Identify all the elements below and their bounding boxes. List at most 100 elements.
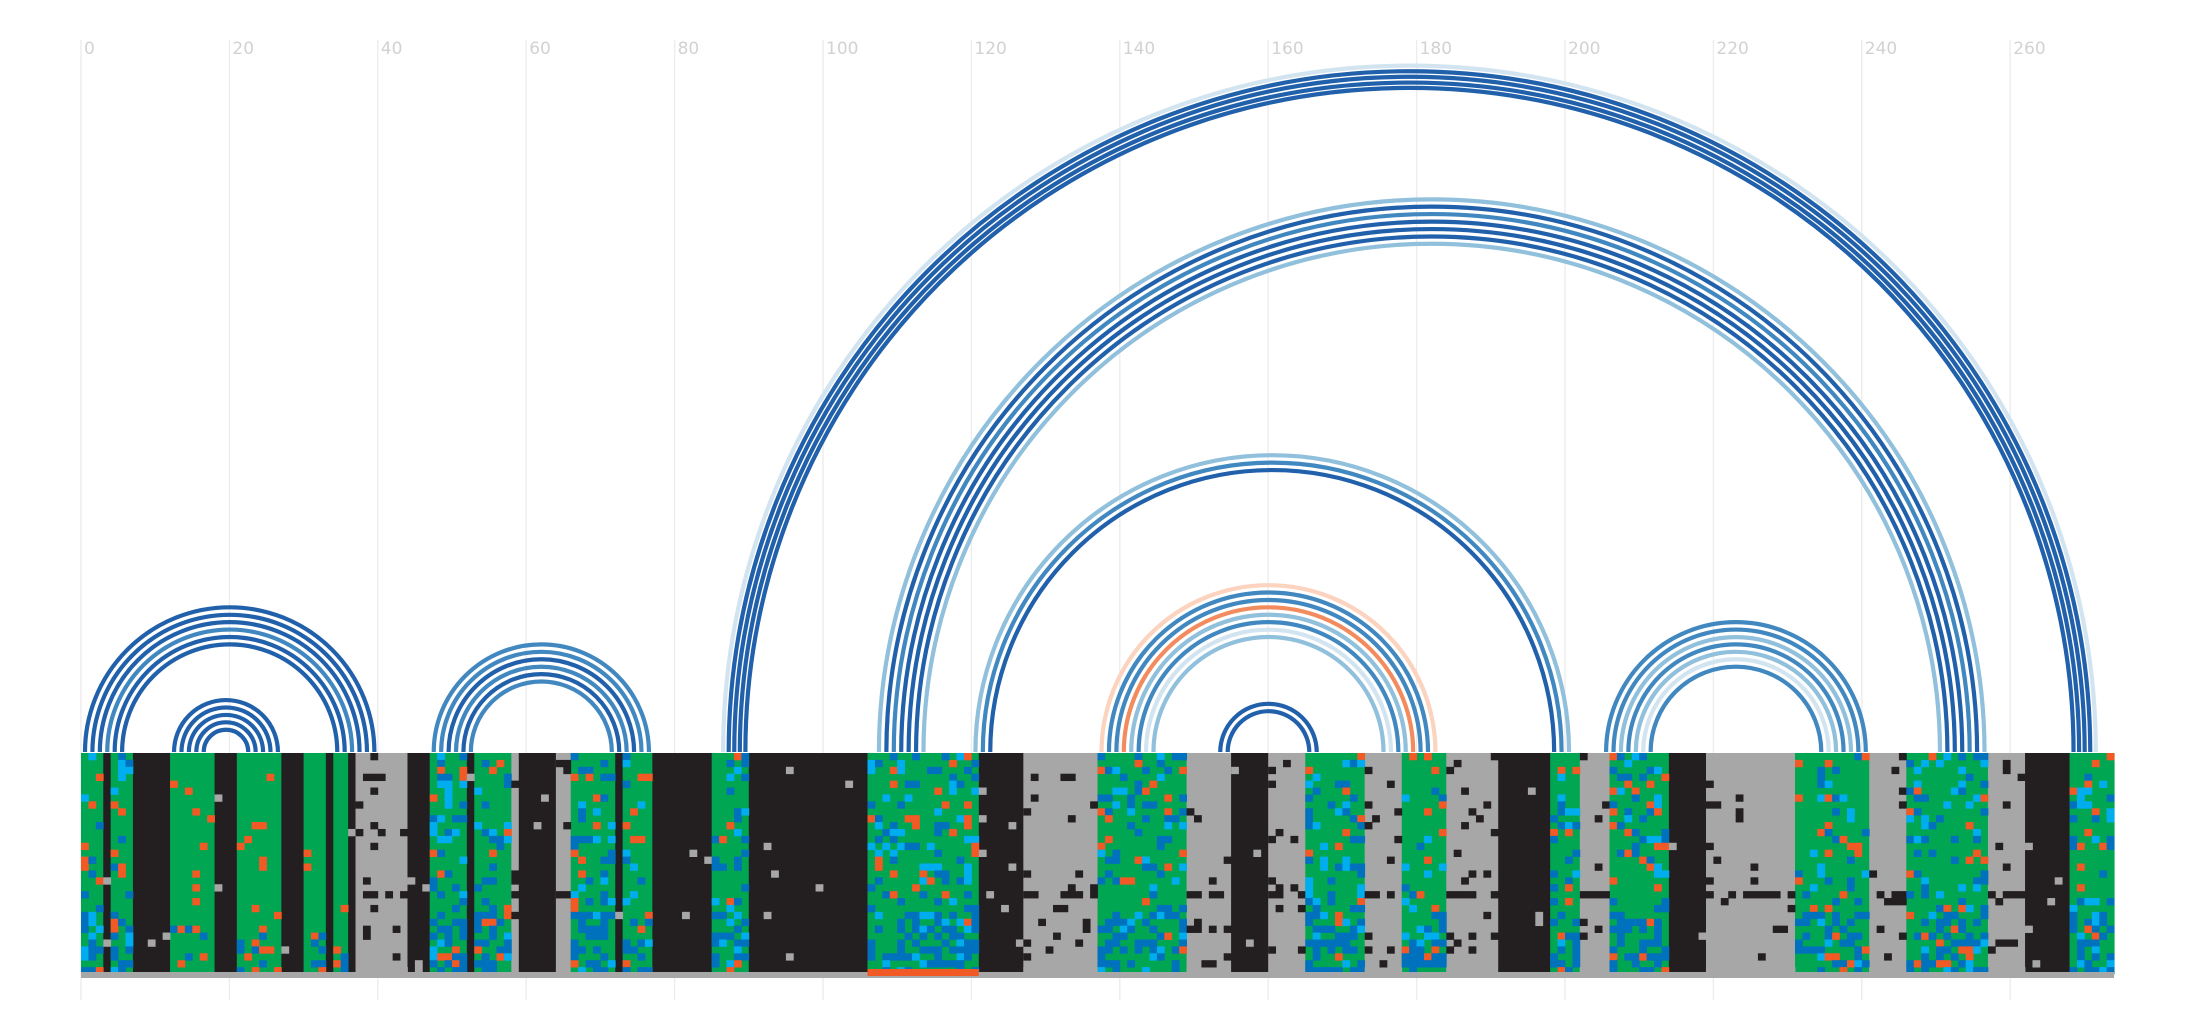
alignment-cell [489, 911, 497, 920]
alignment-cell [934, 946, 943, 954]
alignment-cell [1809, 946, 1818, 954]
alignment-cell [949, 759, 957, 768]
alignment-cell [340, 967, 349, 975]
alignment-cell [600, 898, 609, 906]
alignment-cell [236, 842, 245, 851]
alignment-cell [949, 828, 957, 837]
alignment-cell [1631, 918, 1640, 927]
alignment-cell [1609, 753, 1618, 761]
alignment-cell [466, 773, 475, 782]
alignment-cell [897, 918, 906, 927]
alignment-cell [1639, 967, 1648, 975]
alignment-cell [1312, 953, 1321, 961]
alignment-cell [192, 870, 201, 878]
alignment-cell [1268, 780, 1277, 788]
alignment-cell [1431, 953, 1440, 961]
alignment-cell [741, 884, 750, 892]
alignment-cell [1015, 939, 1024, 947]
alignment-cell [110, 946, 119, 954]
alignment-cell [1334, 911, 1343, 920]
alignment-cell [1127, 808, 1136, 816]
alignment-cell [1824, 780, 1833, 788]
alignment-cell [1958, 753, 1967, 761]
alignment-cell [1334, 953, 1343, 961]
alignment-cell [377, 773, 386, 782]
alignment-cell [897, 953, 906, 961]
alignment-cell [1268, 877, 1277, 885]
alignment-cell [904, 842, 913, 851]
alignment-cell [370, 967, 379, 975]
alignment-cell [259, 960, 267, 968]
alignment-cell [533, 822, 542, 830]
alignment-cell [1795, 870, 1803, 878]
arc-helix-1-pair-1 [82, 605, 377, 753]
alignment-cell [941, 939, 950, 947]
alignment-cell [1357, 884, 1366, 892]
alignment-cell [125, 925, 134, 933]
alignment-cell [1654, 835, 1662, 844]
alignment-cell [733, 925, 742, 933]
alignment-cell [1119, 918, 1128, 927]
alignment-cell [362, 932, 371, 940]
alignment-cell [110, 801, 119, 809]
alignment-cell [503, 835, 512, 844]
alignment-cell [503, 953, 512, 961]
alignment-cell [437, 835, 445, 844]
alignment-cell [1030, 967, 1039, 975]
alignment-cell [592, 925, 601, 933]
alignment-cell [949, 898, 957, 906]
alignment-cell [444, 801, 453, 809]
alignment-cell [726, 960, 735, 968]
alignment-cell [2091, 918, 2100, 927]
alignment-cell [474, 822, 483, 830]
alignment-cell [1490, 828, 1499, 837]
alignment-cell [1987, 891, 1996, 899]
alignment-cell [867, 946, 876, 954]
alignment-cell [1973, 918, 1981, 927]
alignment-cell [912, 780, 920, 788]
alignment-cell [1104, 918, 1113, 927]
alignment-cell [600, 773, 609, 782]
alignment-cell [949, 911, 957, 920]
alignment-cell [125, 960, 134, 968]
alignment-cell [2010, 939, 2019, 947]
alignment-cell [1654, 884, 1662, 892]
arc-helix-1-pair-2 [90, 612, 370, 753]
alignment-cell [503, 946, 512, 954]
alignment-cell [370, 904, 379, 913]
alignment-cell [1112, 877, 1121, 885]
alignment-cell [1913, 932, 1922, 940]
alignment-cell [474, 946, 483, 954]
alignment-cell [444, 835, 453, 844]
alignment-cell [1839, 925, 1848, 933]
alignment-block-15 [407, 753, 431, 974]
alignment-cell [259, 946, 267, 954]
alignment-cell [1097, 946, 1106, 954]
alignment-cell [941, 877, 950, 885]
alignment-cell [711, 863, 720, 871]
alignment-block-2 [103, 753, 112, 974]
alignment-cell [1832, 898, 1840, 906]
alignment-cell [926, 925, 935, 933]
alignment-cell [1654, 904, 1662, 913]
alignment-cell [1579, 932, 1588, 940]
tick-label-200: 200 [1568, 39, 1600, 59]
alignment-cell [1527, 787, 1536, 795]
alignment-cell [934, 918, 943, 927]
alignment-cell [1401, 953, 1410, 961]
alignment-cell [1431, 960, 1440, 968]
alignment-cell [1067, 815, 1076, 823]
alignment-cell [1639, 773, 1648, 782]
alignment-cell [1913, 835, 1922, 844]
alignment-cell [956, 753, 965, 761]
alignment-cell [2002, 891, 2011, 899]
alignment-cell [199, 953, 208, 961]
alignment-cell [971, 946, 980, 954]
alignment-cell [882, 960, 891, 968]
alignment-cell [481, 759, 490, 768]
alignment-cell [934, 863, 943, 871]
alignment-cell [1557, 911, 1566, 920]
arc-helix-8-pair-1 [1218, 701, 1319, 753]
alignment-cell [1305, 939, 1314, 947]
alignment-cell [1023, 953, 1032, 961]
